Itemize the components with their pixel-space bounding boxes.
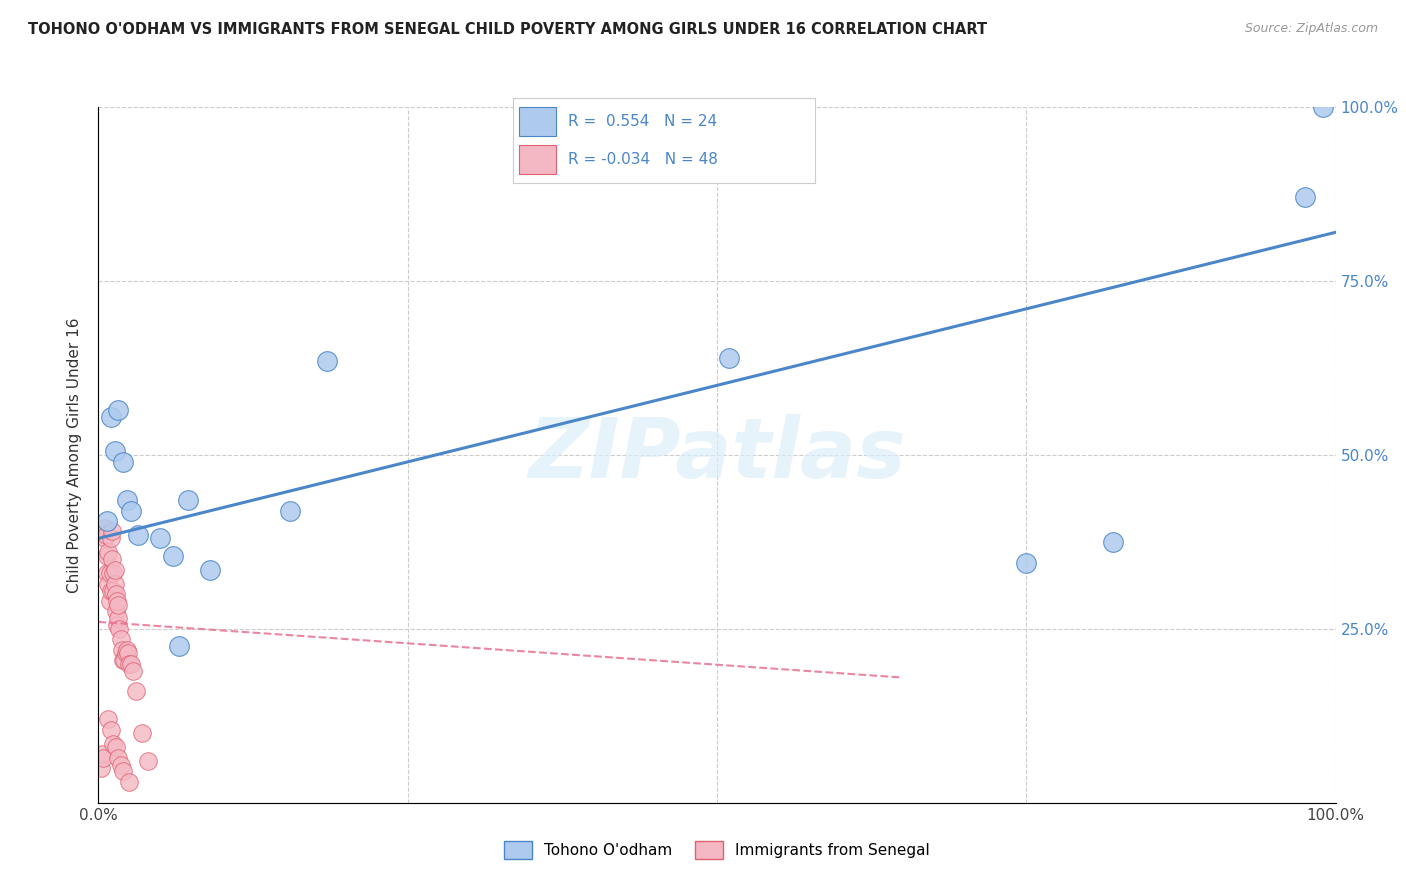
Text: Source: ZipAtlas.com: Source: ZipAtlas.com xyxy=(1244,22,1378,36)
Legend: Tohono O'odham, Immigrants from Senegal: Tohono O'odham, Immigrants from Senegal xyxy=(498,835,936,864)
Point xyxy=(103,583,125,598)
Point xyxy=(104,740,127,755)
Text: R =  0.554   N = 24: R = 0.554 N = 24 xyxy=(568,114,717,129)
Text: R = -0.034   N = 48: R = -0.034 N = 48 xyxy=(568,153,717,168)
FancyBboxPatch shape xyxy=(519,107,555,136)
Point xyxy=(122,664,145,678)
Point xyxy=(162,549,184,563)
Point xyxy=(112,653,135,667)
Point xyxy=(101,524,124,539)
Point xyxy=(112,764,135,779)
Point xyxy=(1294,190,1316,204)
Point xyxy=(97,576,120,591)
Point xyxy=(98,594,121,608)
Point xyxy=(97,712,120,726)
Point xyxy=(120,657,142,671)
Point xyxy=(107,611,129,625)
Point xyxy=(136,754,159,768)
Point xyxy=(103,563,125,577)
Point xyxy=(107,402,129,417)
Point xyxy=(112,653,135,667)
Point xyxy=(118,657,141,671)
Point xyxy=(107,750,129,764)
Point xyxy=(110,632,132,647)
Point xyxy=(93,532,115,546)
Point xyxy=(105,594,128,608)
Point xyxy=(112,455,135,469)
Point xyxy=(103,737,125,751)
Point xyxy=(100,409,122,424)
Text: ZIPatlas: ZIPatlas xyxy=(529,415,905,495)
Point xyxy=(104,605,127,619)
Point xyxy=(96,566,118,581)
Point xyxy=(96,514,118,528)
Point xyxy=(1102,535,1125,549)
Point xyxy=(93,521,115,535)
Point xyxy=(97,545,120,559)
Point xyxy=(115,493,138,508)
Point xyxy=(103,444,125,458)
Point xyxy=(114,646,136,660)
Point xyxy=(108,622,131,636)
Point xyxy=(124,684,146,698)
Point xyxy=(198,563,221,577)
Point xyxy=(104,587,127,601)
Point xyxy=(1015,556,1038,570)
Point xyxy=(98,566,121,581)
Y-axis label: Child Poverty Among Girls Under 16: Child Poverty Among Girls Under 16 xyxy=(67,318,83,592)
Point xyxy=(316,354,339,368)
Point xyxy=(115,642,138,657)
Point xyxy=(278,503,301,517)
Point xyxy=(103,566,125,581)
Point xyxy=(167,639,190,653)
Text: TOHONO O'ODHAM VS IMMIGRANTS FROM SENEGAL CHILD POVERTY AMONG GIRLS UNDER 16 COR: TOHONO O'ODHAM VS IMMIGRANTS FROM SENEGA… xyxy=(28,22,987,37)
Point xyxy=(110,757,132,772)
Point xyxy=(100,583,122,598)
Point xyxy=(176,493,198,508)
Point xyxy=(90,761,112,775)
Point xyxy=(91,747,114,761)
Point xyxy=(718,351,741,365)
Point xyxy=(149,532,172,546)
Point xyxy=(131,726,153,740)
Point xyxy=(100,723,122,737)
Point xyxy=(117,646,139,660)
Point xyxy=(107,598,129,612)
FancyBboxPatch shape xyxy=(519,145,555,175)
Point xyxy=(1312,100,1334,114)
Point xyxy=(96,549,118,563)
Point xyxy=(101,552,124,566)
Point xyxy=(93,750,115,764)
Point xyxy=(120,503,142,517)
Point xyxy=(100,532,122,546)
Point xyxy=(111,642,134,657)
Point xyxy=(118,775,141,789)
Point xyxy=(94,528,117,542)
Point xyxy=(103,576,125,591)
Point xyxy=(105,618,128,632)
Point xyxy=(127,528,149,542)
